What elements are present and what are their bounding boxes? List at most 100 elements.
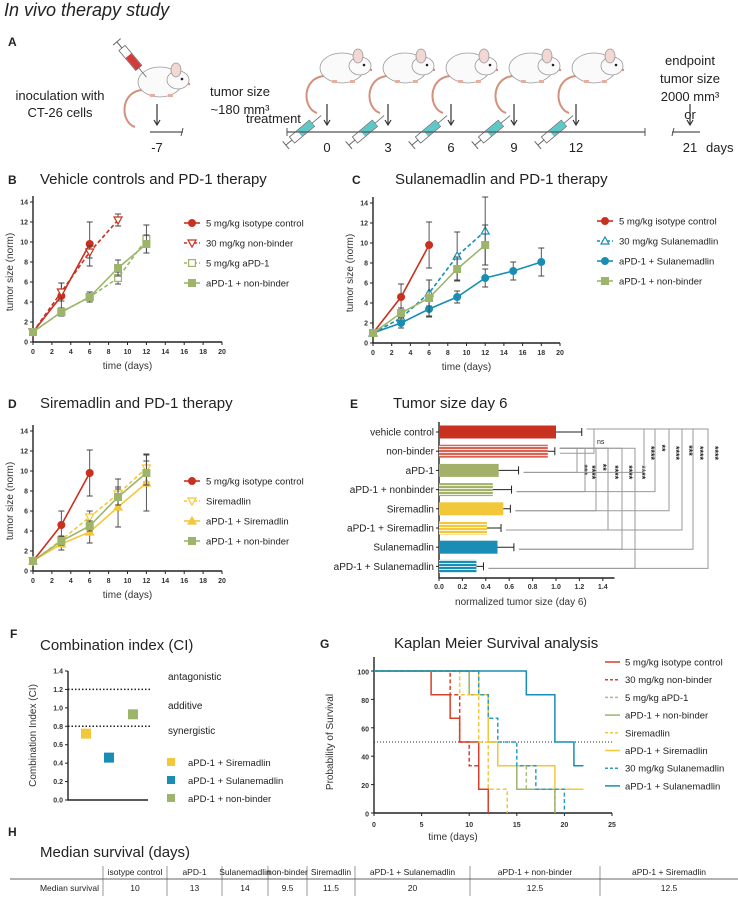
- x-tick-label: 5: [420, 822, 424, 829]
- table-cell: 13: [190, 883, 200, 893]
- syringe-liquid: [125, 53, 142, 71]
- x-tick-label: 1.2: [575, 584, 585, 591]
- survival-curve: [374, 670, 584, 767]
- syringe-plunger: [285, 139, 293, 146]
- data-point-marker: [57, 308, 66, 317]
- syringe-plunger-head: [534, 140, 542, 150]
- table-cell: 12.5: [661, 883, 678, 893]
- syringe-red-icon: [112, 38, 147, 78]
- region-label: antagonistic: [168, 672, 221, 683]
- chart-title: Siremadlin and PD-1 therapy: [40, 395, 233, 412]
- mouse-tail: [494, 75, 514, 114]
- endpoint-text-3: 2000 mm³: [661, 89, 720, 104]
- error-bar: [503, 504, 511, 513]
- significance-bracket: ****: [518, 447, 634, 550]
- mouse-foot: [350, 80, 355, 83]
- x-tick-label: 8: [107, 349, 111, 356]
- y-tick-label: 0: [24, 340, 28, 347]
- column-header: aPD-1 + Sulanemadlin: [370, 867, 456, 877]
- mouse-eye: [488, 63, 492, 67]
- y-axis-label: Combination Index (CI): [28, 684, 39, 787]
- series-30-mg-kg-non-binder: [27, 213, 124, 338]
- y-tick-label: 8: [24, 489, 28, 496]
- y-tick-label: 20: [361, 783, 369, 790]
- data-point-marker: [186, 239, 198, 249]
- x-tick-label: 18: [199, 578, 207, 585]
- chart-title: Vehicle controls and PD-1 therapy: [40, 171, 267, 188]
- category-label: non-binder: [386, 447, 434, 458]
- x-tick-label: 4: [69, 349, 73, 356]
- syringe-plunger: [411, 139, 419, 146]
- inoculation-text-1: inoculation with: [16, 88, 105, 103]
- mouse-foot: [584, 80, 589, 83]
- syringe-plunger-head: [282, 140, 290, 150]
- error-bar: [498, 466, 520, 475]
- mouse-eye: [551, 63, 555, 67]
- syringe-needle: [374, 115, 385, 124]
- mouse-ear: [170, 62, 182, 78]
- column-header: Sulanemadlin: [219, 867, 271, 877]
- timeline-days-label: days: [706, 140, 734, 155]
- mouse-tail: [557, 75, 577, 114]
- panel-b-line-chart: B Vehicle controls and PD-1 therapy 0 2 4 6 8 1…: [5, 171, 304, 372]
- legend-label: aPD-1 + Sulanemadlin: [625, 781, 720, 792]
- mouse-eye: [362, 63, 366, 67]
- y-tick-label: 6: [24, 509, 28, 516]
- chart-title: Combination index (CI): [40, 637, 193, 654]
- data-point-marker: [142, 240, 151, 249]
- data-point-marker: [114, 264, 123, 273]
- x-tick-label: 4: [69, 578, 73, 585]
- legend-label: 30 mg/kg non-binder: [625, 675, 712, 686]
- chart-title: Sulanemadlin and PD-1 therapy: [395, 171, 608, 188]
- mouse-ear: [604, 48, 616, 64]
- timeline-tick-label: 0: [323, 140, 330, 155]
- x-tick-label: 10: [124, 578, 132, 585]
- error-bar: [547, 447, 556, 456]
- mouse-tail: [431, 75, 451, 114]
- y-tick-label: 100: [357, 670, 369, 677]
- mouse-nose: [369, 68, 373, 72]
- mouse-foot: [539, 80, 544, 83]
- syringe-plunger-head: [112, 38, 122, 46]
- survival-curve: [374, 670, 489, 813]
- x-tick-label: 14: [500, 350, 508, 357]
- x-tick-label: 20: [556, 350, 564, 357]
- category-label: Sulanemadlin: [373, 543, 434, 554]
- mouse-foot: [395, 80, 400, 83]
- column-header: aPD-1 + Siremadlin: [632, 867, 706, 877]
- y-tick-label: 8: [24, 260, 28, 267]
- survival-curve: [374, 670, 584, 791]
- error-bar: [497, 543, 515, 552]
- legend-label: 5 mg/kg isotype control: [619, 217, 717, 228]
- bar: [439, 483, 493, 497]
- panel-label: E: [350, 397, 358, 411]
- x-tick-label: 20: [218, 349, 226, 356]
- data-point-marker: [56, 288, 67, 298]
- y-tick-label: 8: [364, 261, 368, 268]
- y-axis-label: tumor size (norm): [5, 233, 16, 311]
- legend-item: 30 mg/kg Sulanemadlin: [597, 235, 718, 248]
- timeline-tick-label: 3: [384, 140, 391, 155]
- y-tick-label: 60: [361, 726, 369, 733]
- survival-curve: [374, 670, 566, 813]
- table-cell: 12.5: [527, 883, 544, 893]
- arrow-head: [153, 119, 161, 127]
- column-header: non-binder: [267, 867, 308, 877]
- region-label: additive: [168, 701, 203, 712]
- x-tick-label: 0.0: [434, 584, 444, 591]
- legend-label: aPD-1 + Siremadlin: [625, 746, 708, 757]
- legend-label: aPD-1 + non-binder: [206, 279, 289, 290]
- y-tick-label: 2: [24, 320, 28, 327]
- legend-label: 5 mg/kg aPD-1: [206, 259, 269, 270]
- panel-e-bar-chart: E Tumor size day 6 0.0 0.2 0.4 0.6 0.8 1.0 1.2 1.…: [334, 395, 720, 608]
- x-tick-label: 0: [371, 350, 375, 357]
- data-point-marker: [84, 513, 95, 523]
- arrow-head: [447, 119, 455, 127]
- legend-label: 30 mg/kg Sulanemadlin: [619, 237, 718, 248]
- error-bar: [486, 524, 502, 532]
- mouse-nose: [187, 82, 191, 86]
- legend-swatch: [167, 758, 175, 766]
- y-tick-label: 4: [24, 300, 28, 307]
- syringe-needle: [138, 67, 147, 78]
- data-point-marker: [84, 248, 95, 258]
